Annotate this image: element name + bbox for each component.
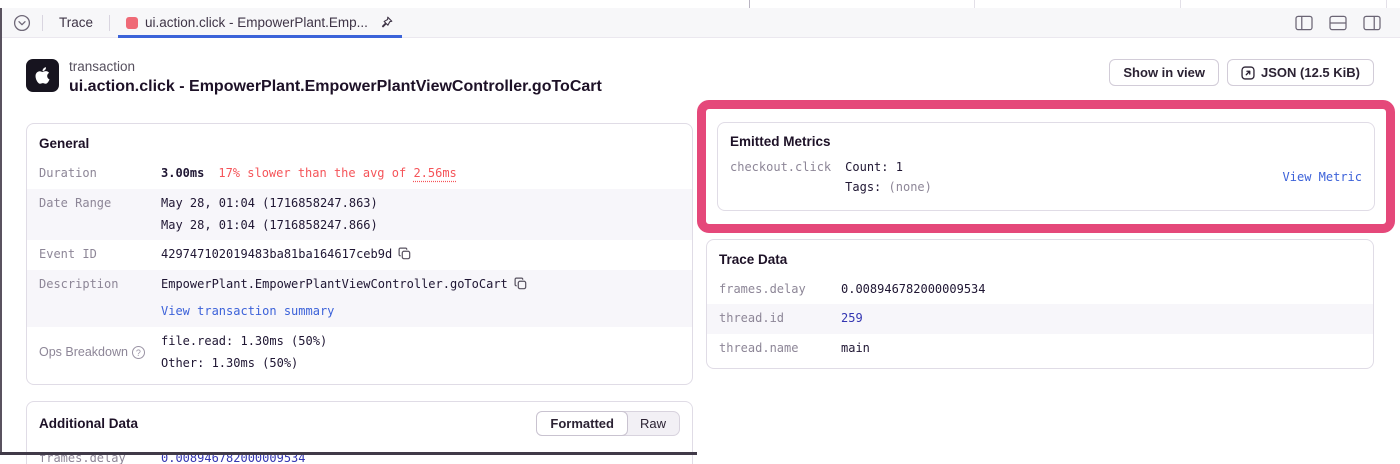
additional-data-header: Additional Data Formatted Raw bbox=[27, 402, 692, 444]
layout-bottom-icon bbox=[1329, 15, 1347, 31]
event-header: transaction ui.action.click - EmpowerPla… bbox=[26, 59, 1374, 97]
json-button-label: JSON (12.5 KiB) bbox=[1261, 65, 1360, 80]
layout-bottom-panel-button[interactable] bbox=[1326, 11, 1350, 35]
layout-left-panel-button[interactable] bbox=[1292, 11, 1316, 35]
transaction-drawer: transaction ui.action.click - EmpowerPla… bbox=[0, 38, 1400, 464]
description-text: EmpowerPlant.EmpowerPlantViewController.… bbox=[161, 277, 508, 291]
external-link-icon bbox=[1241, 66, 1255, 80]
view-transaction-summary-link[interactable]: View transaction summary bbox=[161, 304, 334, 318]
date-range-key: Date Range bbox=[39, 193, 161, 236]
formatted-toggle-button[interactable]: Formatted bbox=[536, 411, 628, 436]
divider bbox=[109, 15, 110, 31]
ops-breakdown-file-read: file.read: 1.30ms (50%) bbox=[161, 331, 680, 353]
copy-icon[interactable] bbox=[514, 277, 527, 290]
help-icon[interactable]: ? bbox=[132, 346, 145, 359]
trace-tab-label: Trace bbox=[59, 15, 93, 30]
row-key: thread.id bbox=[719, 308, 841, 330]
emitted-metric-row: checkout.click Count: 1 Tags: (none) Vie… bbox=[730, 158, 1362, 196]
column-divider bbox=[749, 0, 750, 8]
divider bbox=[42, 15, 43, 31]
date-range-start: May 28, 01:04 (1716858247.863) bbox=[161, 193, 680, 215]
drawer-tab-bar: Trace ui.action.click - EmpowerPlant.Emp… bbox=[0, 8, 1400, 38]
pin-icon[interactable] bbox=[379, 15, 394, 30]
duration-value: 3.00ms 17% slower than the avg of 2.56ms bbox=[161, 163, 680, 185]
column-divider bbox=[1180, 0, 1181, 8]
metric-count: Count: 1 bbox=[845, 158, 932, 177]
description-value: EmpowerPlant.EmpowerPlantViewController.… bbox=[161, 274, 680, 323]
duration-comparison: 17% slower than the avg of 2.56ms bbox=[218, 166, 456, 180]
date-range-row: Date Range May 28, 01:04 (1716858247.863… bbox=[27, 189, 692, 240]
emitted-metrics-section: Emitted Metrics checkout.click Count: 1 … bbox=[717, 122, 1375, 210]
transaction-type-icon bbox=[126, 17, 138, 29]
description-text-line: EmpowerPlant.EmpowerPlantViewController.… bbox=[161, 274, 680, 296]
row-key: thread.name bbox=[719, 338, 841, 360]
emitted-metrics-title: Emitted Metrics bbox=[730, 134, 1362, 149]
view-metric-link[interactable]: View Metric bbox=[1283, 168, 1362, 187]
tab-transaction-active[interactable]: ui.action.click - EmpowerPlant.Emp... bbox=[118, 8, 402, 38]
row-key: frames.delay bbox=[39, 448, 161, 464]
duration-ms: 3.00ms bbox=[161, 166, 204, 180]
header-actions: Show in view JSON (12.5 KiB) bbox=[1109, 59, 1374, 86]
column-divider bbox=[1386, 0, 1387, 8]
ops-breakdown-value: file.read: 1.30ms (50%) Other: 1.30ms (5… bbox=[161, 331, 680, 374]
date-range-end: May 28, 01:04 (1716858247.866) bbox=[161, 215, 680, 237]
collapse-drawer-button[interactable] bbox=[10, 11, 34, 35]
row-value: 0.008946782000009534 bbox=[161, 448, 680, 464]
annotation-highlight-box: Emitted Metrics checkout.click Count: 1 … bbox=[697, 100, 1395, 232]
duration-key: Duration bbox=[39, 163, 161, 185]
tags-label: Tags: bbox=[845, 180, 881, 194]
show-in-view-button[interactable]: Show in view bbox=[1109, 59, 1219, 86]
tab-trace[interactable]: Trace bbox=[51, 8, 101, 38]
row-value: 0.008946782000009534 bbox=[841, 279, 1361, 301]
layout-controls bbox=[1292, 11, 1390, 35]
row-key: frames.delay bbox=[719, 279, 841, 301]
date-range-value: May 28, 01:04 (1716858247.863) May 28, 0… bbox=[161, 193, 680, 236]
layout-right-panel-button[interactable] bbox=[1360, 11, 1384, 35]
raw-toggle-button[interactable]: Raw bbox=[627, 412, 679, 435]
drawer-bottom-edge bbox=[0, 452, 697, 455]
layout-left-icon bbox=[1295, 15, 1313, 31]
metric-details: Count: 1 Tags: (none) bbox=[845, 158, 932, 196]
metric-name: checkout.click bbox=[730, 158, 831, 196]
column-divider bbox=[974, 0, 975, 8]
ops-breakdown-key: Ops Breakdown ? bbox=[39, 341, 161, 364]
additional-data-title: Additional Data bbox=[39, 416, 138, 431]
page-title: ui.action.click - EmpowerPlant.EmpowerPl… bbox=[69, 76, 602, 98]
event-id-row: Event ID 429747102019483ba81ba164617ceb9… bbox=[27, 240, 692, 270]
table-row: frames.delay 0.008946782000009534 bbox=[707, 275, 1373, 305]
avg-duration-tooltip[interactable]: 2.56ms bbox=[413, 166, 456, 180]
json-download-button[interactable]: JSON (12.5 KiB) bbox=[1227, 59, 1374, 86]
row-value: 259 bbox=[841, 308, 1361, 330]
chevron-down-circle-icon bbox=[13, 14, 31, 32]
drawer-left-edge bbox=[0, 8, 2, 455]
table-row: thread.id 259 bbox=[707, 304, 1373, 334]
event-type-label: transaction bbox=[69, 59, 602, 76]
description-key: Description bbox=[39, 274, 161, 323]
layout-right-icon bbox=[1363, 15, 1381, 31]
event-id-key: Event ID bbox=[39, 244, 161, 266]
ops-breakdown-label: Ops Breakdown bbox=[39, 341, 128, 364]
ops-breakdown-other: Other: 1.30ms (50%) bbox=[161, 353, 680, 375]
tags-value: (none) bbox=[889, 180, 932, 194]
general-section: General Duration 3.00ms 17% slower than t… bbox=[26, 123, 693, 385]
row-value: main bbox=[841, 338, 1361, 360]
trace-data-section: Trace Data frames.delay 0.00894678200000… bbox=[706, 239, 1374, 369]
duration-row: Duration 3.00ms 17% slower than the avg o… bbox=[27, 159, 692, 189]
format-toggle: Formatted Raw bbox=[536, 411, 680, 436]
metric-tags: Tags: (none) bbox=[845, 178, 932, 197]
ops-breakdown-row: Ops Breakdown ? file.read: 1.30ms (50%) … bbox=[27, 327, 692, 384]
event-id-value: 429747102019483ba81ba164617ceb9d bbox=[161, 244, 680, 266]
table-row: thread.name main bbox=[707, 334, 1373, 368]
event-id-text: 429747102019483ba81ba164617ceb9d bbox=[161, 247, 392, 261]
active-tab-label: ui.action.click - EmpowerPlant.Emp... bbox=[145, 15, 368, 30]
apple-platform-icon bbox=[26, 59, 59, 92]
general-section-title: General bbox=[27, 124, 692, 159]
trace-data-title: Trace Data bbox=[707, 240, 1373, 275]
description-row: Description EmpowerPlant.EmpowerPlantVie… bbox=[27, 270, 692, 327]
comparison-text: 17% slower than the avg of bbox=[218, 166, 406, 180]
event-titles: transaction ui.action.click - EmpowerPla… bbox=[69, 59, 602, 97]
copy-icon[interactable] bbox=[398, 247, 411, 260]
